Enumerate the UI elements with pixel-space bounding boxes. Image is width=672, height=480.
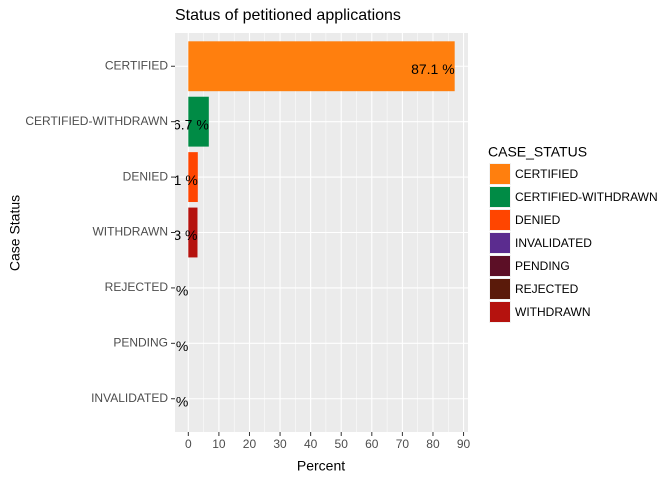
y-tick-label: PENDING (113, 336, 168, 350)
x-tick-label: 80 (426, 437, 440, 451)
bar (188, 152, 198, 203)
legend-title: CASE_STATUS (488, 144, 587, 160)
legend-swatch (490, 187, 510, 207)
legend-swatch (490, 279, 510, 299)
data-label: 87.1 % (411, 61, 455, 77)
y-tick-label: DENIED (123, 169, 169, 183)
data-labels: 87.1 % 6.7 % 3.1 % 3 % 0 % 0 % 0 % (162, 61, 455, 410)
legend-label: WITHDRAWN (515, 305, 591, 319)
bar (188, 207, 198, 258)
x-tick-label: 0 (185, 437, 192, 451)
legend-swatch (490, 302, 510, 322)
legend-swatch (490, 233, 510, 253)
y-tick-label: INVALIDATED (91, 391, 168, 405)
y-tick-label: REJECTED (105, 280, 169, 294)
y-axis-title: Case Status (7, 195, 23, 271)
y-tick-label: CERTIFIED-WITHDRAWN (25, 114, 168, 128)
x-tick-label: 50 (335, 437, 349, 451)
data-label: 0 % (164, 283, 188, 299)
x-tick-label: 10 (212, 437, 226, 451)
legend-label: CERTIFIED (515, 167, 578, 181)
data-label: 0 % (164, 338, 188, 354)
data-label: 0 % (164, 393, 188, 409)
x-tick-label: 70 (396, 437, 410, 451)
bar (188, 41, 455, 92)
data-label: 3 % (173, 227, 197, 243)
data-label: 3.1 % (162, 172, 198, 188)
legend-label: PENDING (515, 259, 570, 273)
x-tick-label: 30 (273, 437, 287, 451)
data-label: 6.7 % (173, 116, 209, 132)
legend-label: REJECTED (515, 282, 579, 296)
legend-swatch (490, 256, 510, 276)
y-tick-label: WITHDRAWN (92, 225, 168, 239)
x-tick-label: 90 (457, 437, 471, 451)
y-tick-label: CERTIFIED (105, 58, 168, 72)
legend-label: DENIED (515, 213, 561, 227)
legend-label: INVALIDATED (515, 236, 592, 250)
x-tick-label: 60 (365, 437, 379, 451)
legend-label: CERTIFIED-WITHDRAWN (515, 190, 658, 204)
legend-swatch (490, 164, 510, 184)
x-axis-title: Percent (297, 458, 345, 474)
chart-title: Status of petitioned applications (175, 7, 401, 24)
x-tick-label: 40 (304, 437, 318, 451)
legend-swatch (490, 210, 510, 230)
bar (188, 96, 209, 147)
x-tick-label: 20 (243, 437, 257, 451)
